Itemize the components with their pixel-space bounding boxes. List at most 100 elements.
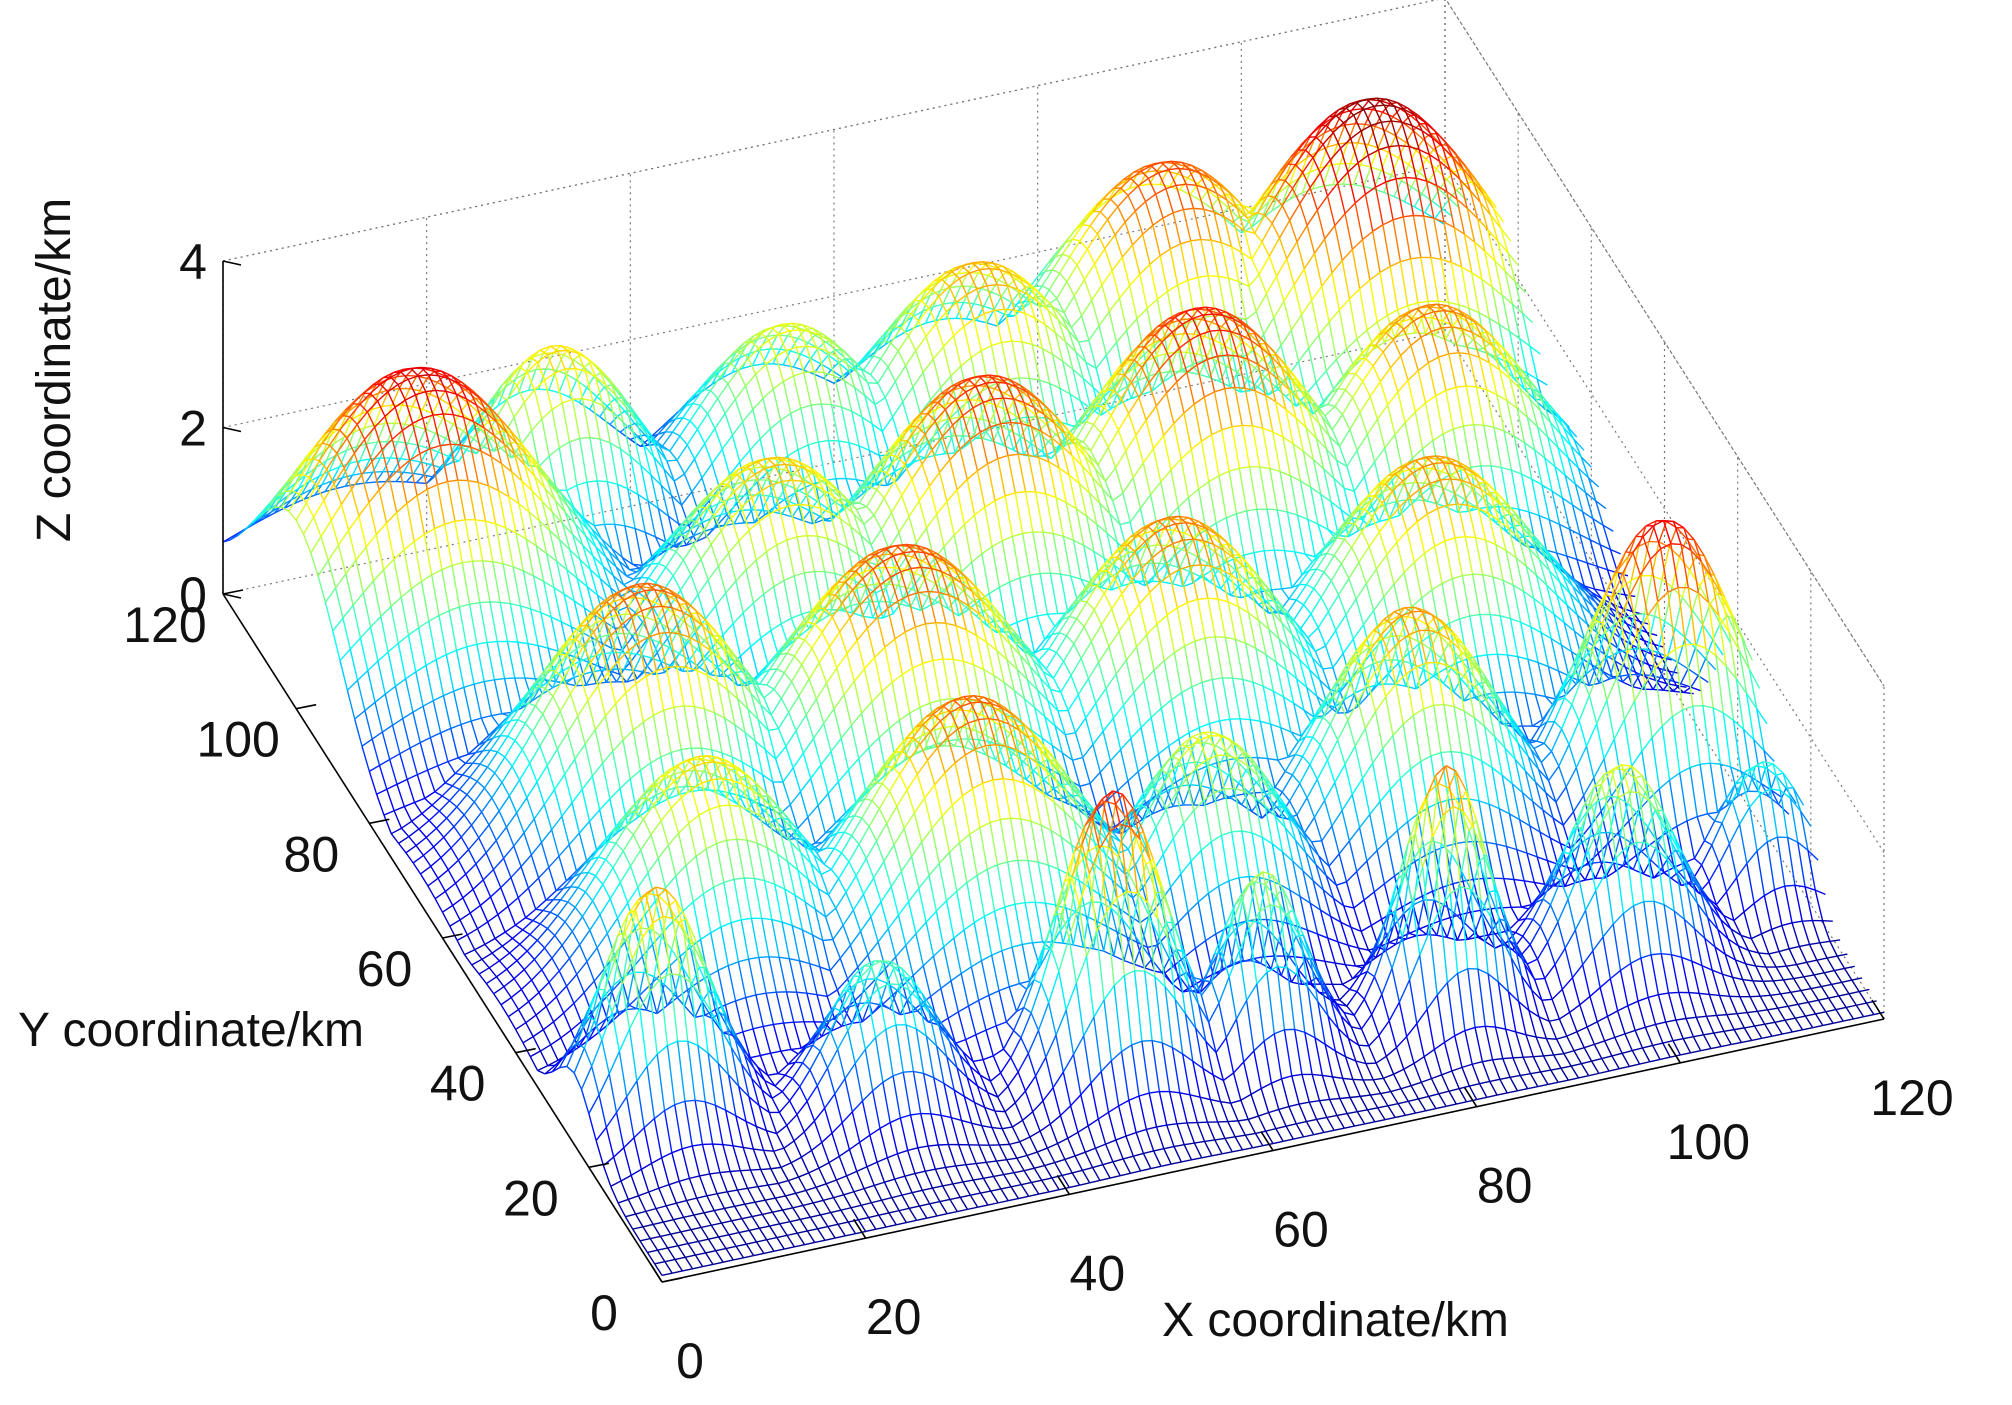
surface-mesh-line xyxy=(1290,329,1300,362)
surface-mesh-line xyxy=(1359,412,1368,435)
surface-mesh-line xyxy=(365,481,376,484)
surface-mesh-line xyxy=(1450,262,1460,305)
surface-mesh-line xyxy=(558,373,568,393)
surface-mesh-line xyxy=(584,371,594,402)
surface-mesh-line xyxy=(1082,224,1091,227)
surface-mesh-line xyxy=(317,560,329,577)
surface-mesh-line xyxy=(1275,173,1288,185)
surface-mesh-line xyxy=(1218,275,1229,279)
surface-mesh-line xyxy=(692,402,701,407)
surface-mesh-line xyxy=(830,404,840,442)
surface-mesh-line xyxy=(1420,257,1429,302)
surface-mesh-line xyxy=(779,420,789,456)
surface-mesh-line xyxy=(880,358,889,368)
surface-mesh-line xyxy=(1095,354,1107,369)
surface-mesh-line xyxy=(375,534,385,570)
surface-mesh-line xyxy=(1283,301,1292,331)
surface-mesh-line xyxy=(424,527,435,535)
surface-mesh-line xyxy=(441,564,453,571)
surface-mesh-line xyxy=(807,534,818,537)
surface-mesh-line xyxy=(664,418,677,433)
surface-mesh-line xyxy=(491,713,502,717)
surface-mesh-line xyxy=(517,641,528,645)
surface-mesh-line xyxy=(1410,345,1419,371)
surface-mesh-line xyxy=(332,617,344,632)
surface-mesh-line xyxy=(422,700,434,707)
surface-mesh-line xyxy=(991,341,1002,347)
surface-mesh-line xyxy=(908,516,918,543)
surface-mesh-line xyxy=(1092,198,1104,212)
surface-mesh-line xyxy=(1321,272,1333,287)
surface-mesh-line xyxy=(471,561,481,603)
surface-mesh-line xyxy=(1173,423,1182,460)
surface-mesh-line xyxy=(1073,295,1083,317)
surface-mesh-line xyxy=(1176,381,1185,414)
surface-mesh-line xyxy=(445,654,455,692)
surface-mesh-line xyxy=(494,677,505,681)
surface-mesh-line xyxy=(897,335,910,352)
surface-mesh-line xyxy=(1271,203,1283,212)
surface-mesh-line xyxy=(904,365,914,388)
surface-mesh-line xyxy=(1372,351,1384,367)
surface-mesh-line xyxy=(1306,151,1318,159)
surface-mesh-line xyxy=(901,479,913,497)
surface-mesh-line xyxy=(1273,317,1282,346)
surface-mesh-line xyxy=(1400,258,1411,263)
surface-mesh-line xyxy=(1093,423,1102,434)
surface-mesh-line xyxy=(433,528,443,570)
surface-mesh-line xyxy=(454,519,466,522)
surface-mesh-line xyxy=(327,544,340,561)
surface-mesh-line xyxy=(1296,225,1308,243)
surface-mesh-line xyxy=(384,694,394,726)
surface-mesh-line xyxy=(1379,367,1392,382)
surface-mesh-line xyxy=(725,592,734,624)
surface-mesh-line xyxy=(429,737,439,766)
surface-mesh-line xyxy=(564,368,574,400)
surface-mesh-line xyxy=(1524,387,1532,390)
surface-mesh-line xyxy=(769,419,781,430)
box-edge xyxy=(1445,0,1885,687)
surface-mesh-line xyxy=(412,712,421,743)
surface-mesh-line xyxy=(1004,308,1015,312)
surface-mesh-line xyxy=(955,302,965,319)
surface-mesh-line xyxy=(1278,184,1290,194)
surface-mesh-line xyxy=(1332,163,1341,185)
surface-mesh-line xyxy=(934,452,946,457)
surface-mesh-line xyxy=(507,640,518,643)
surface-mesh-line xyxy=(650,427,662,438)
surface-mesh-line xyxy=(603,668,614,671)
surface-mesh-line xyxy=(364,710,373,740)
surface-mesh-line xyxy=(409,747,419,775)
surface-mesh-line xyxy=(802,358,812,371)
surface-mesh-line xyxy=(1034,271,1046,287)
surface-mesh-line xyxy=(981,344,992,352)
surface-mesh-line xyxy=(759,428,771,440)
surface-mesh-line xyxy=(561,402,571,443)
surface-mesh-line xyxy=(907,335,917,352)
surface-mesh-line xyxy=(1034,285,1043,288)
surface-mesh-line xyxy=(1410,256,1421,260)
surface-mesh-line xyxy=(1091,284,1103,301)
surface-mesh-line xyxy=(1481,279,1490,319)
surface-mesh-line xyxy=(1291,177,1301,199)
surface-mesh-line xyxy=(752,397,764,410)
surface-mesh-line xyxy=(1069,256,1078,266)
surface-mesh-line xyxy=(324,480,333,493)
surface-mesh-line xyxy=(1283,284,1295,302)
surface-mesh-line xyxy=(1471,272,1480,313)
surface-mesh-line xyxy=(417,627,427,666)
surface-mesh-line xyxy=(1349,288,1361,300)
surface-mesh-line xyxy=(1334,405,1344,416)
surface-mesh-line xyxy=(1096,219,1109,235)
surface-mesh-line xyxy=(1416,177,1427,182)
surface-mesh-line xyxy=(1167,284,1179,292)
surface-mesh-line xyxy=(390,606,399,644)
surface-mesh-line xyxy=(1091,299,1100,327)
surface-mesh-line xyxy=(771,327,780,335)
surface-mesh-line xyxy=(507,392,519,400)
surface-mesh-line xyxy=(749,339,758,354)
surface-mesh-line xyxy=(1141,234,1151,265)
surface-mesh-line xyxy=(288,510,297,521)
surface-mesh-line xyxy=(1230,217,1239,225)
surface-mesh-line xyxy=(731,435,741,463)
